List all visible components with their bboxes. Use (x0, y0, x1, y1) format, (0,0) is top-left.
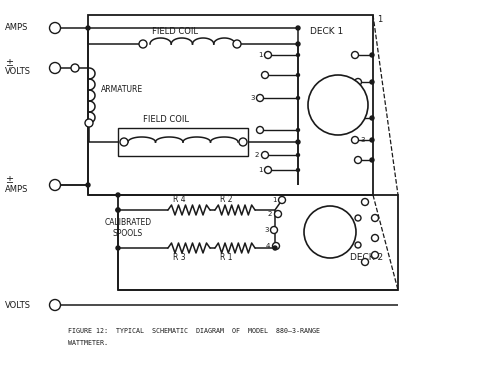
Circle shape (296, 42, 300, 46)
Circle shape (370, 158, 374, 162)
Circle shape (297, 129, 300, 132)
Circle shape (262, 72, 268, 78)
Circle shape (351, 114, 359, 122)
Circle shape (355, 215, 361, 221)
Circle shape (71, 64, 79, 72)
Circle shape (116, 208, 120, 212)
Circle shape (233, 40, 241, 48)
Text: ARMATURE: ARMATURE (101, 86, 143, 94)
Text: 4: 4 (360, 115, 365, 121)
Circle shape (239, 138, 247, 146)
Text: CALIBRATED
SPOOLS: CALIBRATED SPOOLS (104, 218, 152, 238)
Text: DECK 1: DECK 1 (310, 27, 343, 36)
Circle shape (257, 126, 264, 134)
Circle shape (351, 51, 359, 58)
Text: 3: 3 (360, 137, 365, 143)
Circle shape (297, 168, 300, 171)
Circle shape (49, 22, 61, 33)
Circle shape (297, 96, 300, 99)
Circle shape (351, 136, 359, 144)
Text: ±: ± (5, 58, 13, 68)
Circle shape (296, 26, 300, 30)
Circle shape (308, 75, 368, 135)
Circle shape (139, 40, 147, 48)
Text: 4: 4 (266, 243, 270, 249)
Text: 1: 1 (258, 167, 263, 173)
Circle shape (270, 226, 278, 234)
Circle shape (86, 26, 90, 30)
Bar (118, 128, 248, 156)
Text: H: H (53, 303, 58, 307)
Circle shape (355, 242, 361, 248)
Text: R 3: R 3 (173, 254, 185, 262)
Circle shape (264, 166, 271, 174)
Circle shape (296, 140, 300, 144)
Circle shape (262, 152, 268, 159)
Circle shape (371, 214, 379, 222)
Circle shape (370, 138, 374, 142)
Text: R 2: R 2 (220, 195, 232, 204)
Circle shape (257, 94, 264, 102)
Circle shape (297, 153, 300, 156)
Text: FIGURE 12:  TYPICAL  SCHEMATIC  DIAGRAM  OF  MODEL  880—3-RANGE: FIGURE 12: TYPICAL SCHEMATIC DIAGRAM OF … (68, 328, 320, 334)
Text: R 1: R 1 (220, 254, 232, 262)
Circle shape (86, 183, 90, 187)
Text: DECK 2: DECK 2 (350, 254, 383, 262)
Circle shape (371, 252, 379, 258)
Circle shape (49, 300, 61, 310)
Circle shape (264, 51, 271, 58)
Circle shape (85, 119, 93, 127)
Circle shape (370, 116, 374, 120)
Text: R 4: R 4 (173, 195, 185, 204)
Circle shape (273, 246, 277, 250)
Circle shape (371, 234, 379, 242)
Circle shape (116, 193, 120, 197)
Text: 2: 2 (268, 211, 272, 217)
Bar (118, 195, 398, 290)
Text: VOLTS: VOLTS (5, 300, 31, 309)
Text: 2: 2 (255, 152, 260, 158)
Bar (88, 15, 373, 195)
Text: 3: 3 (264, 227, 268, 233)
Text: 3: 3 (250, 95, 255, 101)
Text: FIELD COIL: FIELD COIL (152, 27, 198, 36)
Circle shape (354, 78, 362, 86)
Circle shape (279, 196, 285, 204)
Text: ±: ± (5, 175, 13, 185)
Circle shape (120, 138, 128, 146)
Text: VOLTS: VOLTS (5, 68, 31, 76)
Circle shape (116, 208, 120, 212)
Text: 1: 1 (258, 52, 263, 58)
Text: G: G (53, 183, 58, 188)
Text: FIELD COIL: FIELD COIL (143, 116, 189, 124)
Circle shape (297, 54, 300, 57)
Circle shape (304, 206, 356, 258)
Circle shape (116, 246, 120, 250)
Circle shape (354, 156, 362, 164)
Circle shape (362, 258, 368, 266)
Circle shape (370, 53, 374, 57)
Text: AMPS: AMPS (5, 184, 28, 194)
Text: WATTMETER.: WATTMETER. (68, 340, 108, 346)
Circle shape (362, 198, 368, 206)
Circle shape (49, 180, 61, 190)
Circle shape (370, 80, 374, 84)
Text: 1: 1 (377, 15, 382, 24)
Text: G: G (53, 26, 58, 30)
Text: H: H (53, 66, 58, 70)
Circle shape (272, 243, 280, 249)
Circle shape (274, 210, 282, 218)
Text: 1: 1 (272, 197, 277, 203)
Circle shape (297, 74, 300, 76)
Text: AMPS: AMPS (5, 24, 28, 33)
Circle shape (49, 63, 61, 74)
